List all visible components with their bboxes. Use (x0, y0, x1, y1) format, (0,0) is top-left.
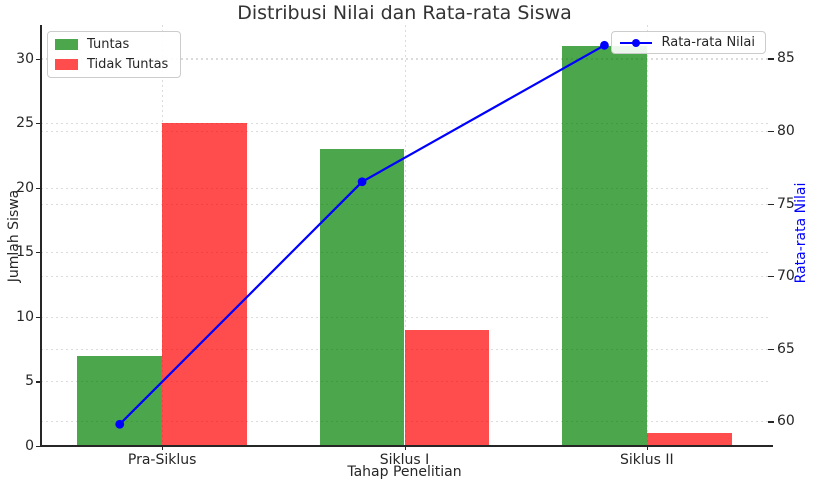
bar-tidak-tuntas-1 (404, 329, 490, 446)
ytick-left-label-10: 10 (16, 308, 34, 325)
xtick-mark-2 (646, 446, 649, 450)
ytick-left-label-20: 20 (16, 179, 34, 196)
ytick-left-label-25: 25 (16, 115, 34, 132)
ytick-left-label-5: 5 (25, 373, 34, 390)
rata-rata-line (118, 44, 605, 426)
bar-tuntas-0 (77, 355, 163, 446)
line-layer (115, 40, 609, 429)
ytick-right-label-80: 80 (777, 122, 795, 139)
line-marker-icon (620, 38, 653, 47)
ytick-left-mark-15 (36, 252, 41, 254)
bars-layer (41, 25, 768, 446)
xtick-label-2: Siklus II (620, 452, 674, 468)
bar-tuntas-1 (319, 148, 405, 446)
ytick-right-label-65: 65 (777, 340, 795, 357)
xtick-label-0: Pra-Siklus (127, 452, 197, 468)
ytick-left-mark-20 (36, 187, 41, 189)
legend-label-tuntas: Tuntas (87, 37, 130, 52)
legend-line: Rata-rata Nilai (611, 31, 766, 54)
rata-rata-point-1 (357, 177, 367, 187)
ytick-left-mark-5 (36, 381, 41, 383)
rata-rata-point-2 (600, 40, 609, 50)
ytick-right-mark-75 (768, 203, 774, 205)
ytick-left-label-0: 0 (25, 438, 34, 454)
xtick-mark-1 (404, 446, 406, 450)
ytick-right-mark-85 (768, 58, 774, 60)
legend-item-tidak-tuntas: Tidak Tuntas (55, 57, 168, 72)
ytick-right-label-75: 75 (777, 195, 795, 212)
legend-swatch-tuntas (55, 39, 78, 50)
xtick-label-1: Siklus I (379, 452, 430, 468)
gridline-x-1 (404, 25, 406, 446)
chart-title: Distribusi Nilai dan Rata-rata Siswa (237, 2, 572, 24)
ytick-left-mark-10 (36, 316, 41, 319)
ytick-left-label-30: 30 (16, 50, 34, 67)
bar-tidak-tuntas-2 (646, 433, 732, 446)
plot-area: Tuntas Tidak Tuntas Rata-rata Nilai (40, 25, 773, 447)
xtick-mark-0 (162, 446, 164, 450)
ytick-right-mark-70 (768, 276, 774, 278)
ytick-left-mark-30 (36, 58, 41, 60)
ytick-left-mark-0 (36, 446, 41, 448)
x-axis-label: Tahap Penelitian (347, 464, 462, 480)
y-axis-spine (40, 25, 42, 446)
y-axis-label-left: Jumlah Siswa (6, 189, 22, 283)
ytick-right-label-85: 85 (777, 50, 795, 67)
bar-tidak-tuntas-0 (162, 123, 247, 446)
ytick-right-label-70: 70 (777, 268, 795, 285)
ytick-right-mark-60 (768, 421, 774, 423)
ytick-right-label-60: 60 (777, 413, 795, 430)
legend-item-tuntas: Tuntas (55, 37, 168, 52)
ytick-right-mark-80 (768, 130, 774, 133)
rata-rata-point-0 (115, 419, 125, 429)
legend-swatch-tidak-tuntas (55, 59, 78, 70)
legend-label-rata-rata: Rata-rata Nilai (661, 35, 755, 50)
ytick-left-mark-25 (36, 123, 41, 125)
ytick-right-mark-65 (768, 348, 774, 350)
ytick-left-label-15: 15 (16, 244, 34, 261)
gridline-x-2 (646, 25, 648, 446)
legend-label-tidak-tuntas: Tidak Tuntas (87, 57, 169, 72)
x-axis-spine (40, 445, 773, 447)
legend-bars: Tuntas Tidak Tuntas (47, 31, 182, 78)
bar-tuntas-2 (562, 45, 647, 446)
